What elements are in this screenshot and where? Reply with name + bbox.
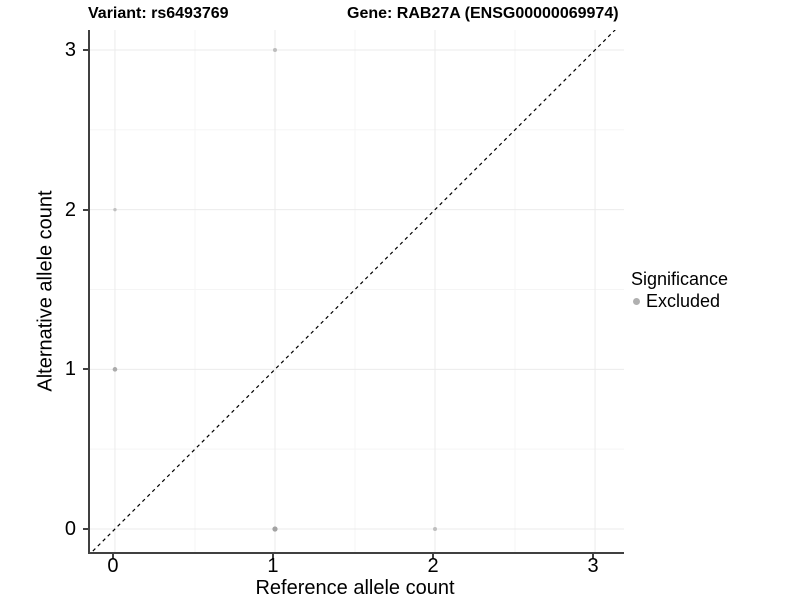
legend: Significance Excluded: [631, 268, 728, 311]
legend-item-excluded: Excluded: [631, 291, 728, 311]
x-tick-mark: [592, 554, 595, 559]
data-point: [272, 47, 277, 52]
plot-title-variant: Variant: rs6493769: [88, 5, 229, 22]
y-tick-label: 3: [64, 38, 76, 61]
x-tick-mark: [111, 554, 114, 559]
y-tick-mark: [83, 368, 88, 371]
plot-panel: [88, 30, 624, 554]
y-tick-mark: [83, 528, 88, 530]
y-tick-mark: [83, 48, 88, 51]
legend-title: Significance: [631, 269, 729, 289]
x-tick-label: 0: [107, 555, 119, 577]
y-tick-label: 0: [64, 518, 76, 540]
x-axis-label: Reference allele count: [255, 577, 455, 599]
x-tick-label: 3: [587, 555, 599, 577]
y-axis-label: Alternative allele count: [34, 190, 57, 392]
x-tick-label: 2: [427, 555, 439, 577]
y-tick-mark: [83, 208, 88, 211]
x-tick-mark: [271, 554, 274, 559]
y-tick-label: 1: [64, 358, 76, 381]
plot-title-gene: Gene: RAB27A (ENSG00000069974): [347, 5, 619, 22]
legend-item-label: Excluded: [646, 291, 721, 311]
x-tick-mark: [432, 554, 434, 559]
identity-line: [91, 30, 616, 552]
data-point: [112, 367, 118, 372]
x-tick-label: 1: [267, 555, 279, 577]
excluded-point-icon: [633, 297, 640, 305]
data-point: [113, 207, 117, 212]
data-point: [433, 527, 438, 532]
scatter-plot-canvas: [90, 30, 624, 552]
data-point: [272, 526, 278, 532]
y-tick-label: 2: [64, 198, 76, 221]
